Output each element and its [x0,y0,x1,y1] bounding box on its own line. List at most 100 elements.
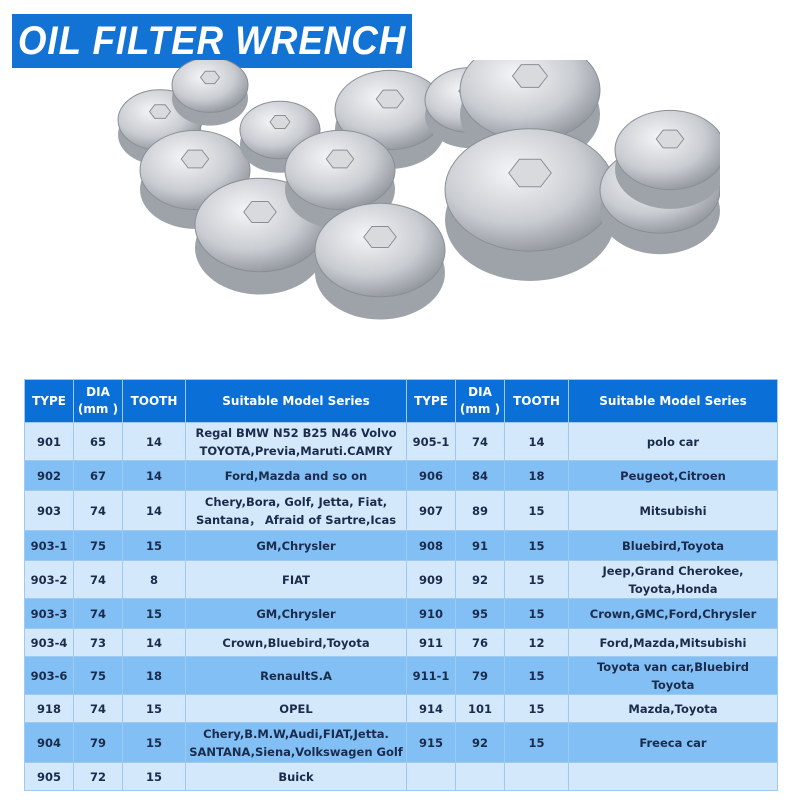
table-cell: 906 [406,460,456,491]
table-cell: 903-4 [24,628,74,657]
table-cell: 101 [455,694,505,723]
table-cell: Ford,Mazda and so on [185,460,407,491]
table-row: 903-4 73 14 Crown,Bluebird,Toyota 911 76 12 For… [24,628,778,657]
wrench-cup [314,202,446,320]
table-cell: 918 [24,694,74,723]
table-row: 901 65 14 Regal BMW N52 B25 N46 Volvo TOYOT… [24,422,778,461]
table-cell: 15 [504,560,569,599]
table-cell: RenaultS.A [185,656,407,695]
table-cell: GM,Chrysler [185,530,407,561]
table-cell: Crown,GMC,Ford,Chrysler [568,598,778,629]
table-cell: 89 [455,490,505,531]
table-cell: Freeca car [568,722,778,763]
table-cell: 15 [504,490,569,531]
table-cell [568,762,778,791]
column-header: TYPE [24,379,74,423]
table-cell: 903-1 [24,530,74,561]
table-cell: 903-3 [24,598,74,629]
table-cell: 914 [406,694,456,723]
table-cell: OPEL [185,694,407,723]
table-row: 902 67 14 Ford,Mazda and so on 906 84 18 Peugeo… [24,460,778,491]
table-cell: polo car [568,422,778,461]
table-header-row: TYPE DIA (mm ) TOOTH Suitable Model Series T… [24,379,778,423]
table-cell: Buick [185,762,407,791]
table-cell: 92 [455,722,505,763]
table-cell: 75 [73,656,123,695]
table-cell: 14 [122,460,186,491]
table-cell: 12 [504,628,569,657]
table-cell: 8 [122,560,186,599]
spec-table: TYPE DIA (mm ) TOOTH Suitable Model Series T… [24,379,778,791]
column-header: DIA (mm ) [455,379,505,423]
table-cell: 910 [406,598,456,629]
table-cell: Peugeot,Citroen [568,460,778,491]
wrench-cup [171,60,249,126]
table-cell: 908 [406,530,456,561]
table-cell: Crown,Bluebird,Toyota [185,628,407,657]
table-cell: 15 [122,722,186,763]
table-cell: 15 [504,598,569,629]
table-cell: 79 [73,722,123,763]
table-cell: 74 [73,560,123,599]
table-cell: Chery,Bora, Golf, Jetta, Fiat, Santana， … [185,490,407,531]
table-cell: FIAT [185,560,407,599]
table-cell: 15 [504,694,569,723]
table-cell: 903 [24,490,74,531]
table-cell: 95 [455,598,505,629]
table-row: 903 74 14 Chery,Bora, Golf, Jetta, Fiat, Sa… [24,490,778,531]
table-cell: 76 [455,628,505,657]
table-cell: 15 [504,656,569,695]
wrench-cup [444,128,616,281]
table-cell: 67 [73,460,123,491]
table-row: 903-6 75 18 RenaultS.A 911-1 79 15 Toyota van c… [24,656,778,695]
table-cell [455,762,505,791]
table-row: 903-2 74 8 FIAT 909 92 15 Jeep,Grand Cherokee, … [24,560,778,599]
column-header: TOOTH [504,379,569,423]
table-cell: 911 [406,628,456,657]
table-cell: Ford,Mazda,Mitsubishi [568,628,778,657]
table-cell: 15 [504,722,569,763]
table-cell: 14 [504,422,569,461]
table-cell: 907 [406,490,456,531]
table-cell: 79 [455,656,505,695]
table-cell: 904 [24,722,74,763]
table-cell: 18 [504,460,569,491]
table-cell: 903-6 [24,656,74,695]
column-header: TOOTH [122,379,186,423]
column-header: TYPE [406,379,456,423]
table-cell: 65 [73,422,123,461]
table-cell: 909 [406,560,456,599]
table-cell: 905-1 [406,422,456,461]
table-row: 903-1 75 15 GM,Chrysler 908 91 15 Bluebird,Toyo… [24,530,778,561]
table-cell: 74 [73,694,123,723]
table-cell: 905 [24,762,74,791]
table-cell: 14 [122,490,186,531]
table-cell: 15 [122,694,186,723]
table-cell: 15 [122,762,186,791]
table-cell: 14 [122,628,186,657]
table-cell: 915 [406,722,456,763]
table-cell: Jeep,Grand Cherokee, Toyota,Honda [568,560,778,599]
table-cell: 72 [73,762,123,791]
table-cell: Chery,B.M.W,Audi,FIAT,Jetta. SANTANA,Sie… [185,722,407,763]
table-cell: 75 [73,530,123,561]
table-cell: 15 [504,530,569,561]
table-cell: Bluebird,Toyota [568,530,778,561]
table-row: 903-3 74 15 GM,Chrysler 910 95 15 Crown,GMC,For… [24,598,778,629]
title-banner: OIL FILTER WRENCH [12,14,412,68]
table-cell: 74 [455,422,505,461]
table-row: 918 74 15 OPEL 914 101 15 Mazda,Toyota [24,694,778,723]
product-photo [117,60,720,320]
table-cell: 14 [122,422,186,461]
table-cell: 911-1 [406,656,456,695]
table-row: 905 72 15 Buick [24,762,778,791]
column-header: Suitable Model Series [185,379,407,423]
table-cell [504,762,569,791]
table-cell: 15 [122,598,186,629]
table-cell: 74 [73,490,123,531]
table-row: 904 79 15 Chery,B.M.W,Audi,FIAT,Jetta. SANT… [24,722,778,763]
table-cell: 18 [122,656,186,695]
table-cell: 903-2 [24,560,74,599]
table-cell: Regal BMW N52 B25 N46 Volvo TOYOTA,Previ… [185,422,407,461]
table-cell: Toyota van car,Bluebird Toyota [568,656,778,695]
